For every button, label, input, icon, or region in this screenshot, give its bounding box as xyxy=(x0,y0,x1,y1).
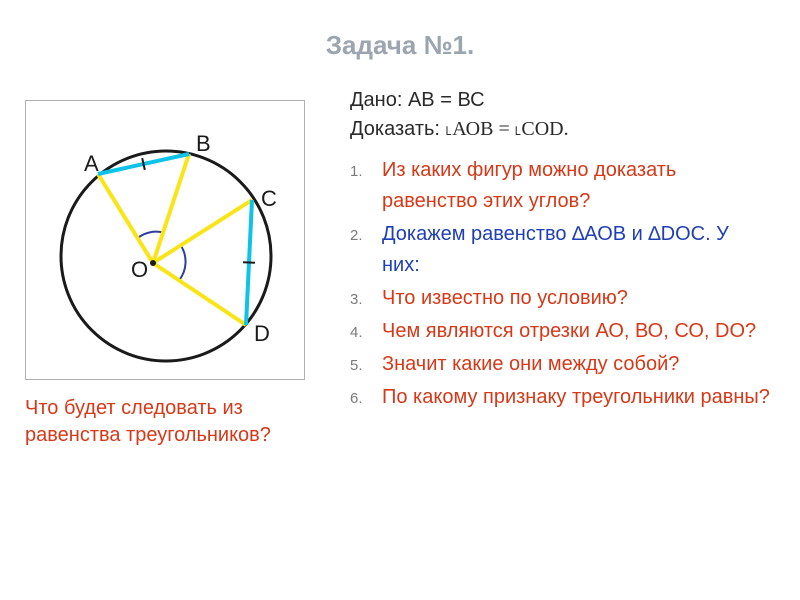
svg-text:D: D xyxy=(254,321,270,346)
svg-text:C: C xyxy=(261,186,277,211)
geometry-diagram: O A B C D xyxy=(25,100,305,380)
step-1: Из каких фигур можно доказать равенство … xyxy=(350,155,770,217)
proof-steps-list: Из каких фигур можно доказать равенство … xyxy=(350,155,770,415)
step-3: Что известно по условию? xyxy=(350,283,770,314)
page-title: Задача №1. xyxy=(0,30,800,61)
step-2: Докажем равенство ∆АОВ и ∆DОС. У них: xyxy=(350,219,770,281)
prove-line: Доказать: ˪АОВ = ˪COD. xyxy=(350,118,569,141)
prove-text: ˪АОВ = ˪COD. xyxy=(446,118,569,140)
prove-label: Доказать: xyxy=(350,118,440,140)
given-label: Дано: xyxy=(350,89,402,111)
given-text: АВ = ВС xyxy=(408,89,485,111)
svg-text:O: O xyxy=(131,257,148,282)
svg-text:B: B xyxy=(196,131,211,156)
step-5: Значит какие они между собой? xyxy=(350,349,770,380)
step-6: По какому признаку треугольники равны? xyxy=(350,382,770,413)
step-4: Чем являются отрезки АО, ВО, СО, DО? xyxy=(350,316,770,347)
svg-text:A: A xyxy=(84,151,99,176)
footnote-question: Что будет следовать из равенства треугол… xyxy=(25,395,305,449)
given-line: Дано: АВ = ВС xyxy=(350,85,485,115)
